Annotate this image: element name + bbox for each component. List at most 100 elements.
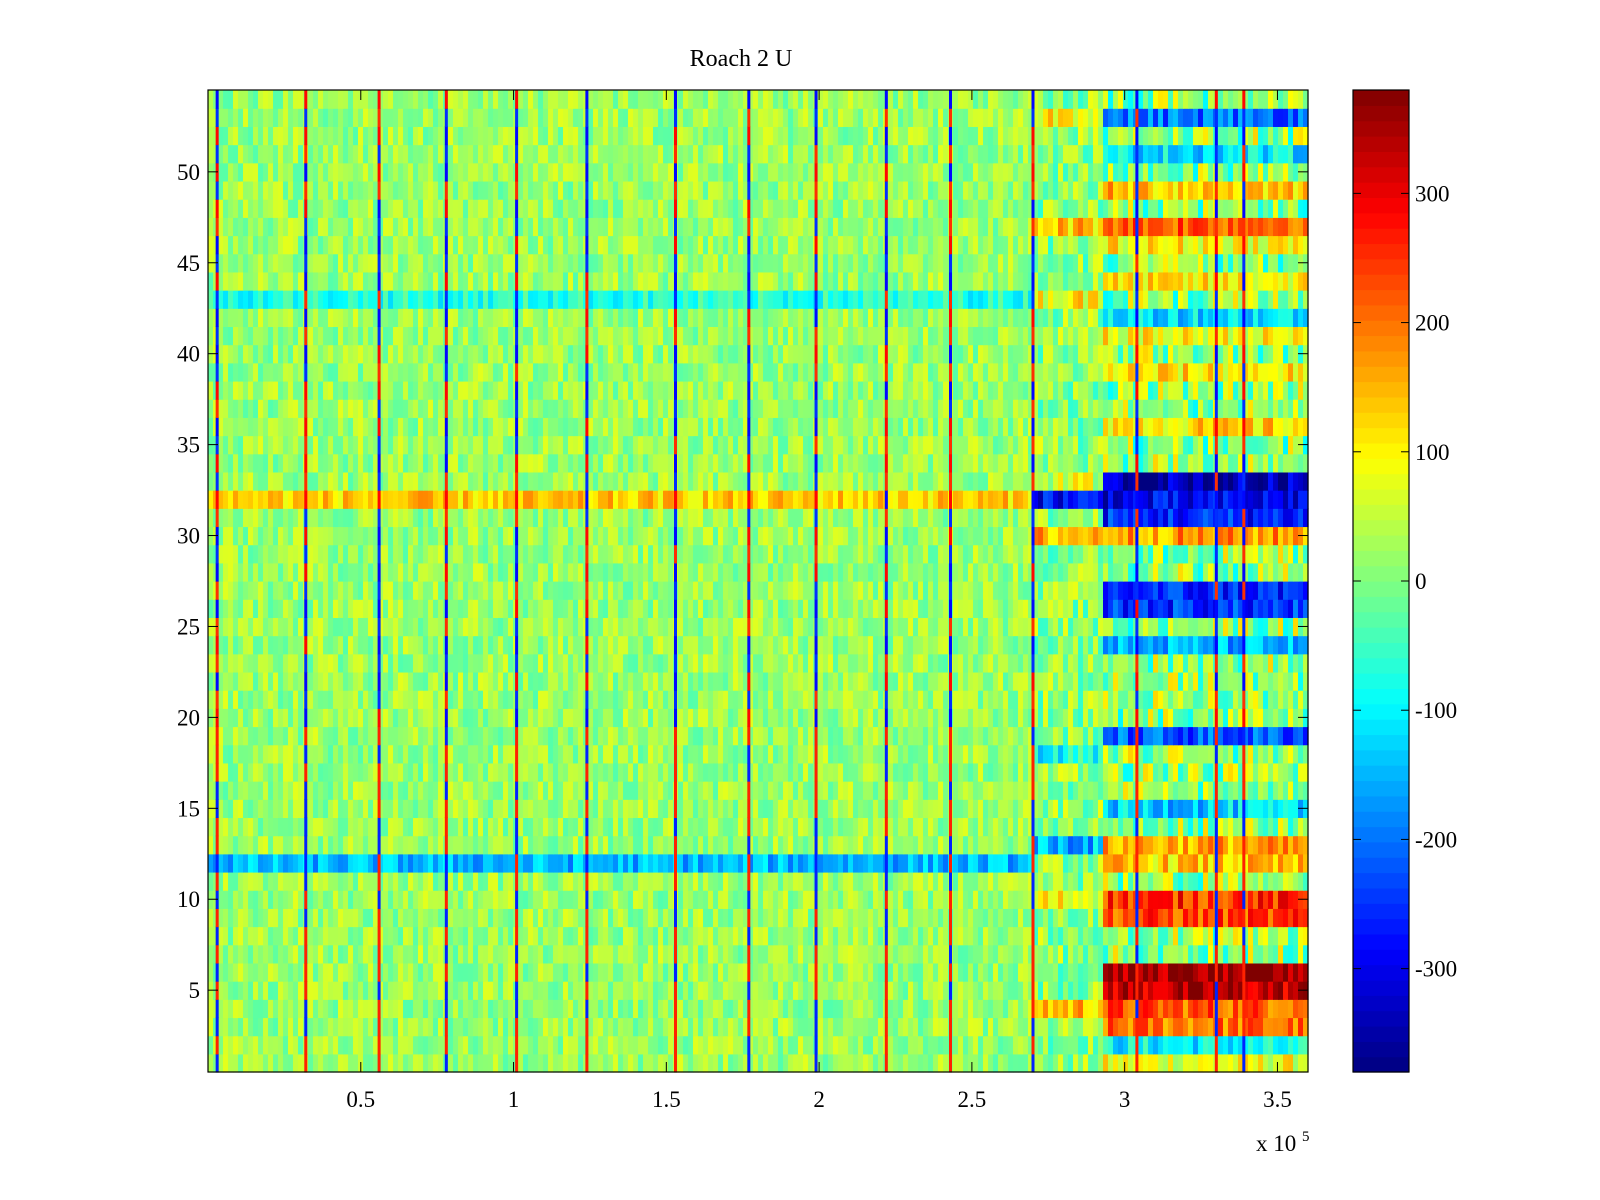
heatmap-cell [1238,835,1244,855]
heatmap-cell [438,944,444,964]
heatmap-cell [973,708,979,728]
heatmap-cell [648,1017,654,1037]
heatmap-cell [553,690,559,709]
heatmap-cell [778,908,784,928]
heatmap-cell [578,944,584,964]
heatmap-cell [553,999,559,1019]
heatmap-cell [848,944,854,964]
heatmap-cell [533,1035,539,1055]
heatmap-cell [498,671,504,691]
heatmap-cell [973,799,979,819]
heatmap-cell [368,762,374,782]
heatmap-cell [893,890,899,909]
heatmap-cell [223,817,229,837]
heatmap-cell [998,671,1004,691]
heatmap-cell [843,653,849,673]
heatmap-cell [608,1017,614,1037]
heatmap-cell [793,781,799,800]
heatmap-cell [653,799,659,819]
heatmap-cell [963,944,969,964]
heatmap-cell [318,653,324,673]
heatmap-cell [453,799,459,819]
heatmap-cell [278,708,284,728]
heatmap-cell [918,871,924,891]
heatmap-cell [688,999,694,1019]
heatmap-cell [608,744,614,764]
heatmap-cell [273,1053,279,1073]
heatmap-cell [1098,744,1104,764]
heatmap-cell [818,871,824,891]
heatmap-cell [908,817,914,837]
heatmap-cell [368,981,374,1000]
heatmap-cell [208,817,214,837]
heatmap-cell [838,944,844,964]
heatmap-cell [1098,1035,1104,1055]
heatmap-cell [328,853,334,873]
heatmap-cell [218,944,224,964]
heatmap-cell [743,999,749,1019]
heatmap-cell [1298,835,1304,855]
heatmap-cell [568,871,574,891]
heatmap-cell [1088,744,1094,764]
heatmap-cell [1223,926,1229,946]
heatmap-cell [373,744,379,764]
heatmap-cell [503,981,509,1000]
heatmap-cell [418,690,424,709]
heatmap-cell [383,762,389,782]
heatmap-cell [218,835,224,855]
heatmap-cell [898,653,904,673]
heatmap-cell [1143,671,1149,691]
heatmap-cell [1228,1017,1234,1037]
heatmap-cell [1263,944,1269,964]
heatmap-cell [368,908,374,928]
heatmap-cell [723,926,729,946]
heatmap-cell [1003,944,1009,964]
heatmap-cell [1198,726,1204,746]
heatmap-cell [233,1017,239,1037]
heatmap-cell [1058,981,1064,1000]
heatmap-cell [928,726,934,746]
heatmap-cell [1188,671,1194,691]
heatmap-cell [1193,962,1199,982]
heatmap-cell [913,981,919,1000]
heatmap-cell [268,1017,274,1037]
heatmap-cell [728,835,734,855]
heatmap-cell [1168,908,1174,928]
heatmap-cell [858,908,864,928]
heatmap-cell [878,1053,884,1073]
heatmap-cell [258,999,264,1019]
heatmap-cell [318,708,324,728]
heatmap-cell [603,690,609,709]
heatmap-cell [808,708,814,728]
heatmap-cell [693,981,699,1000]
heatmap-cell [288,908,294,928]
heatmap-cell [938,962,944,982]
heatmap-cell [363,708,369,728]
heatmap-cell [1198,1035,1204,1055]
heatmap-cell [693,962,699,982]
heatmap-cell [223,981,229,1000]
heatmap-cell [763,690,769,709]
heatmap-cell [748,744,754,764]
heatmap-cell [313,853,319,873]
heatmap-cell [738,708,744,728]
heatmap-cell [1013,835,1019,855]
heatmap-cell [413,726,419,746]
heatmap-cell [298,944,304,964]
heatmap-cell [623,690,629,709]
heatmap-cell [633,981,639,1000]
heatmap-cell [1178,853,1184,873]
heatmap-cell [713,781,719,800]
heatmap-cell [413,762,419,782]
heatmap-cell [518,981,524,1000]
heatmap-cell [1013,981,1019,1000]
heatmap-cell [1108,853,1114,873]
heatmap-cell [253,762,259,782]
heatmap-cell [1148,1017,1154,1037]
heatmap-cell [438,835,444,855]
heatmap-cell [388,690,394,709]
heatmap-cell [218,653,224,673]
heatmap-cell [618,926,624,946]
heatmap-cell [753,1053,759,1073]
heatmap-cell [563,908,569,928]
